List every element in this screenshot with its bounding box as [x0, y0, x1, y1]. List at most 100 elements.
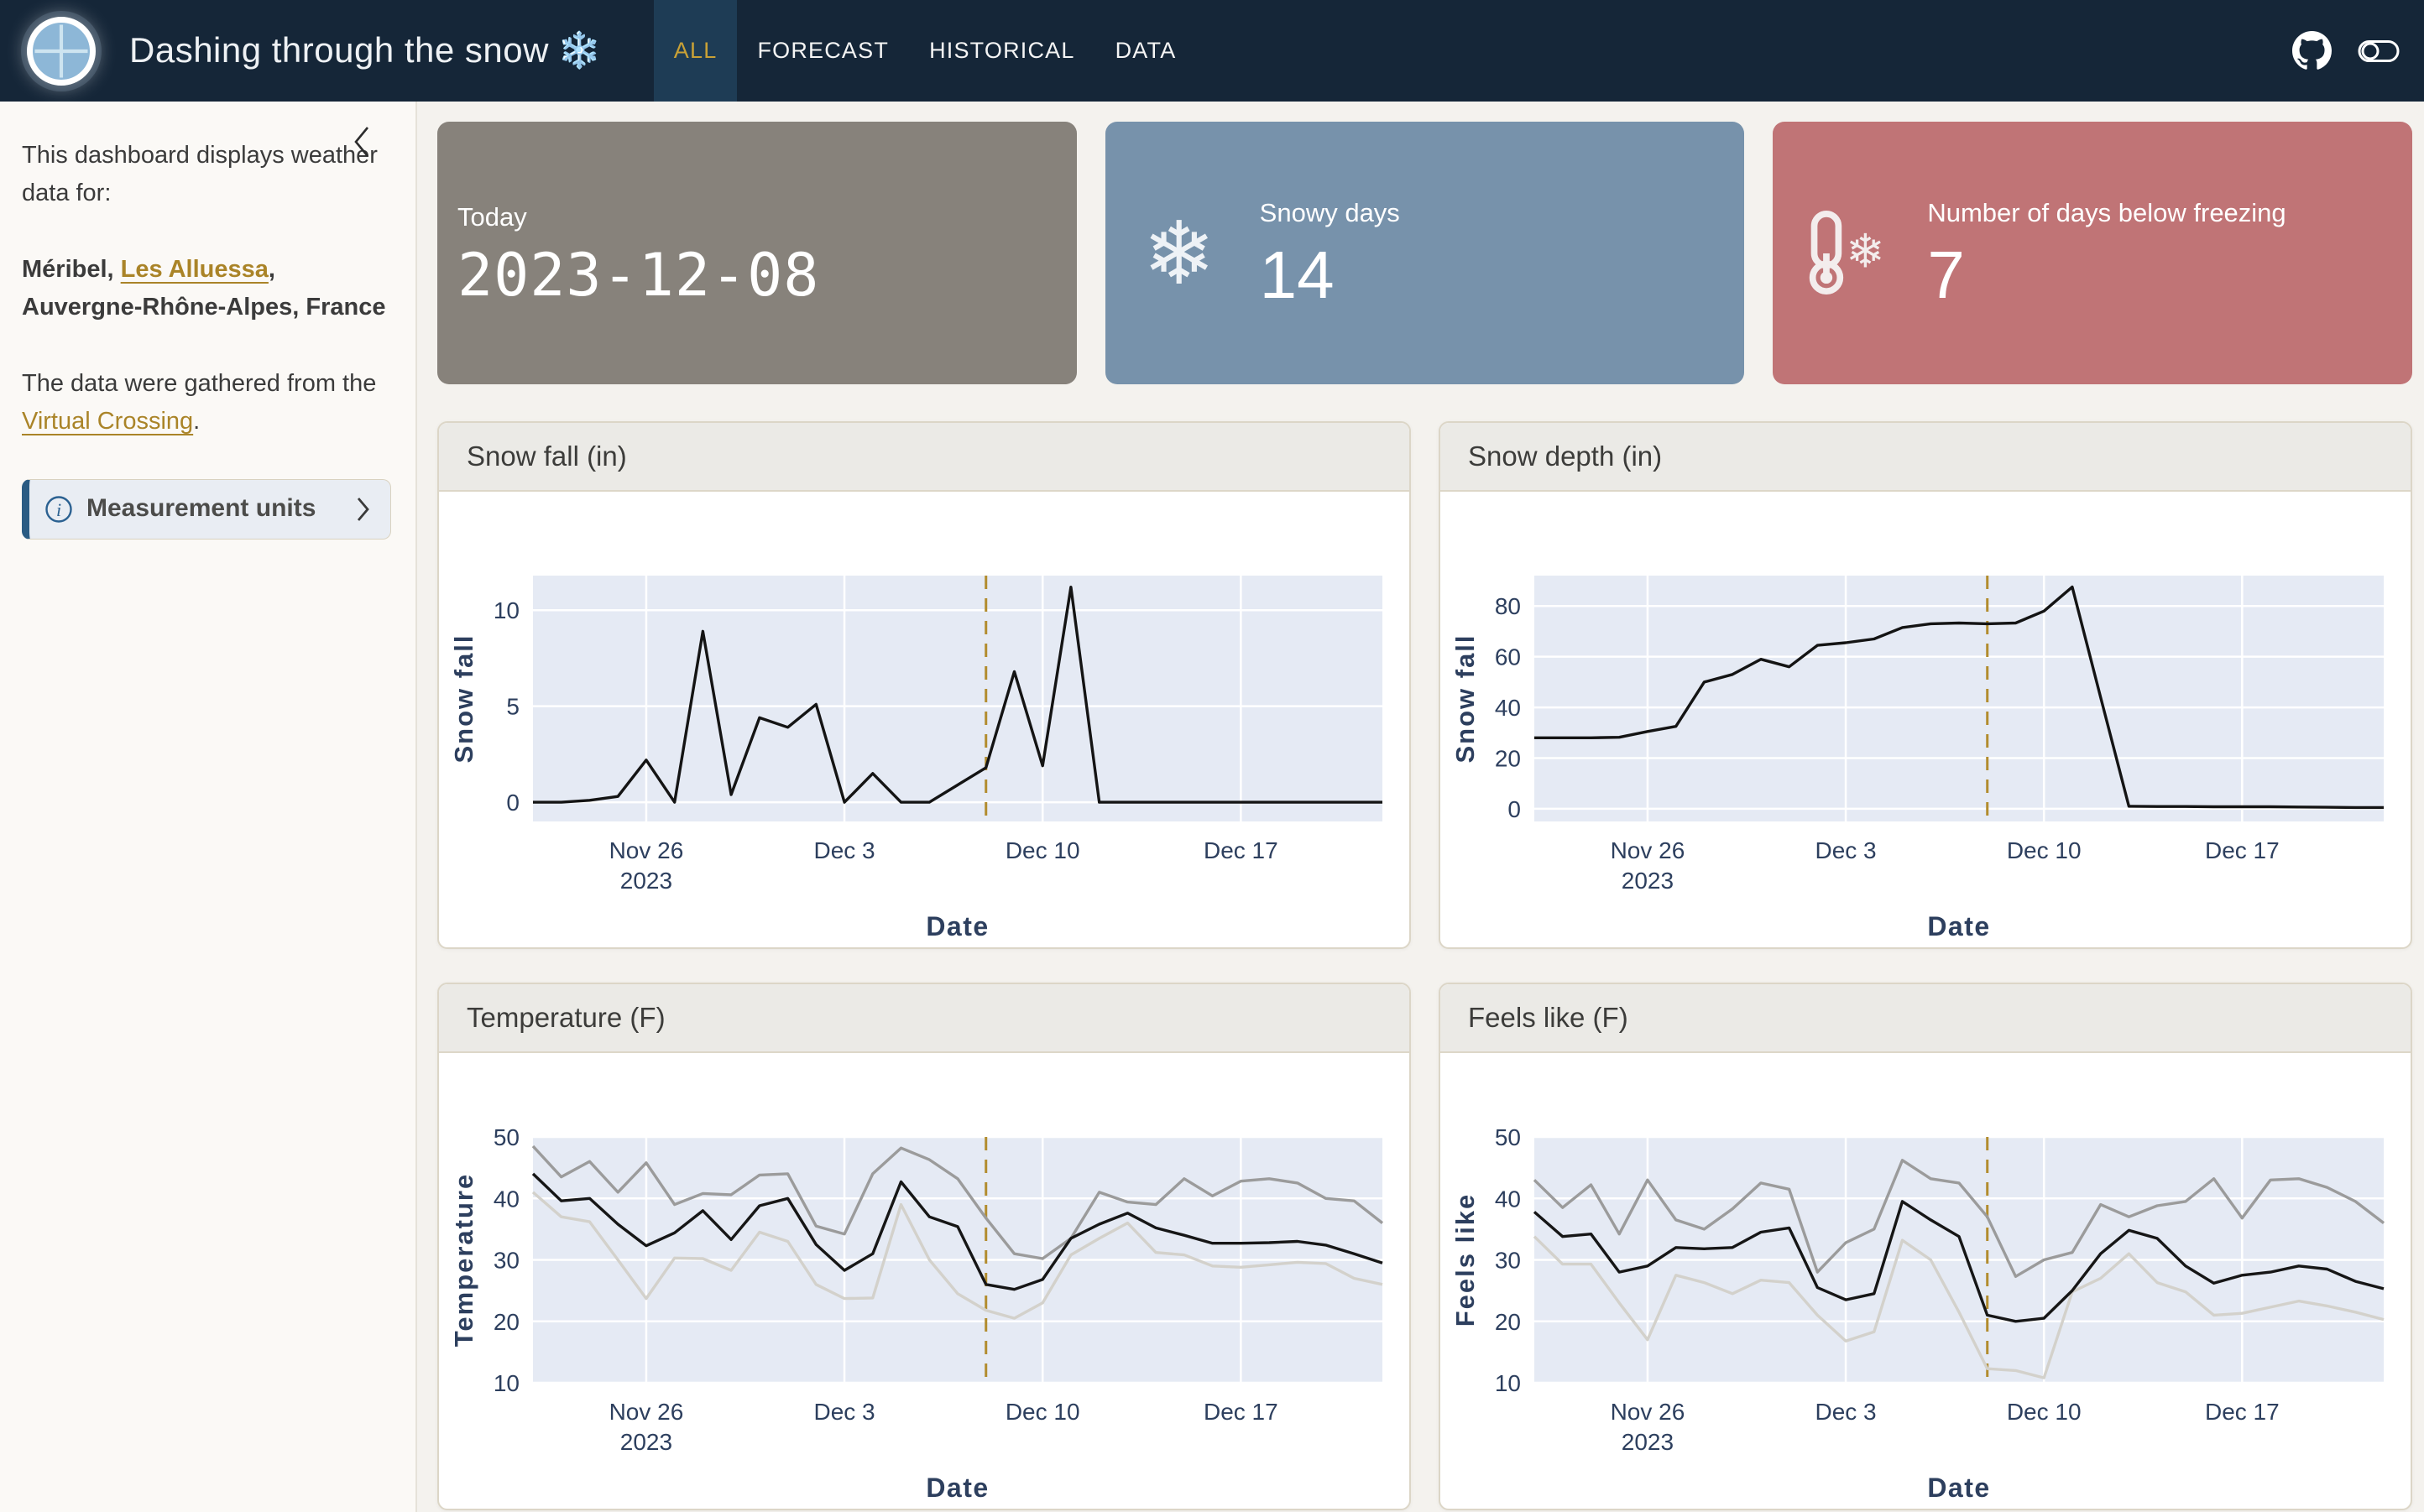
svg-text:40: 40: [1495, 695, 1521, 721]
svg-text:Date: Date: [1927, 911, 1990, 941]
svg-text:Nov 26: Nov 26: [1611, 837, 1685, 863]
svg-text:2023: 2023: [620, 1429, 672, 1455]
svg-text:2023: 2023: [1622, 1429, 1674, 1455]
svg-text:20: 20: [1495, 1309, 1521, 1335]
svg-text:20: 20: [494, 1309, 520, 1335]
svg-text:Dec 17: Dec 17: [1204, 1399, 1278, 1425]
page-body: This dashboard displays weather data for…: [0, 102, 2424, 1512]
nav-tab-all[interactable]: ALL: [653, 0, 738, 102]
svg-text:30: 30: [494, 1248, 520, 1274]
svg-text:Temperature: Temperature: [449, 1173, 478, 1348]
svg-text:Feels like: Feels like: [1450, 1193, 1480, 1327]
svg-text:Dec 3: Dec 3: [813, 837, 875, 863]
thermometer-snowflake-icon: ❄: [1805, 207, 1889, 300]
svg-text:50: 50: [494, 1124, 520, 1150]
svg-text:Dec 10: Dec 10: [2007, 1399, 2082, 1425]
svg-text:Date: Date: [926, 1473, 989, 1503]
chart-title: Temperature (F): [439, 984, 1409, 1053]
svg-text:0: 0: [506, 790, 520, 816]
chart-card-snow-depth: Snow depth (in) 0 20 40 60 80 Nov 26 2023 Dec 3…: [1439, 421, 2412, 949]
snow-depth-chart[interactable]: 0 20 40 60 80 Nov 26 2023 Dec 3 Dec 10 Dec 17 Date…: [1440, 492, 2411, 947]
sidebar-collapse-icon[interactable]: [353, 125, 370, 170]
svg-text:5: 5: [506, 694, 520, 720]
svg-text:Dec 3: Dec 3: [1815, 837, 1876, 863]
stat-label: Number of days below freezing: [1927, 197, 2286, 227]
measurement-units-expander[interactable]: i Measurement units: [22, 478, 391, 540]
stat-card-snowy-days: ❄ Snowy days 14: [1105, 122, 1745, 384]
svg-text:60: 60: [1495, 644, 1521, 670]
chart-card-feels-like: Feels like (F) 10 20 30 40 50 Nov 26 2023 Dec 3…: [1439, 983, 2412, 1510]
temperature-chart[interactable]: 10 20 30 40 50 Nov 26 2023 Dec 3 Dec 10 Dec 17 Dat…: [439, 1053, 1409, 1509]
sidebar-source: The data were gathered from the Virtual …: [22, 365, 390, 441]
main-content: Today 2023-12-08 ❄ Snowy days 14: [417, 102, 2424, 1512]
chevron-right-icon: [356, 496, 370, 523]
svg-text:Nov 26: Nov 26: [609, 1399, 684, 1425]
sidebar: This dashboard displays weather data for…: [0, 102, 417, 1512]
svg-text:40: 40: [1495, 1186, 1521, 1212]
svg-text:Dec 3: Dec 3: [813, 1399, 875, 1425]
stat-value-today: 2023-12-08: [457, 240, 820, 310]
main-nav: ALL FORECAST HISTORICAL DATA: [653, 0, 1197, 102]
chart-title: Snow depth (in): [1440, 423, 2411, 492]
stat-label: Snowy days: [1259, 197, 1400, 227]
svg-text:80: 80: [1495, 593, 1521, 619]
location-link[interactable]: Les Alluessa: [120, 255, 269, 283]
location-prefix: Méribel,: [22, 255, 121, 283]
charts-grid: Snow fall (in) 0 5 10 Nov 26 2023 Dec 3 Dec 10…: [437, 421, 2412, 1510]
app-logo-icon: [27, 16, 96, 86]
snowflake-emoji-icon: ❄️: [556, 30, 602, 70]
snow-fall-chart[interactable]: 0 5 10 Nov 26 2023 Dec 3 Dec 10 Dec 17 Date Snow …: [439, 492, 1409, 947]
svg-text:Nov 26: Nov 26: [609, 837, 684, 863]
stat-cards-row: Today 2023-12-08 ❄ Snowy days 14: [437, 122, 2413, 384]
svg-text:10: 10: [494, 1370, 520, 1396]
svg-text:Date: Date: [926, 911, 989, 941]
stat-card-below-freezing: ❄ Number of days below freezing 7: [1773, 122, 2413, 384]
github-icon[interactable]: [2292, 31, 2332, 70]
chart-title: Feels like (F): [1440, 984, 2411, 1053]
stat-card-today: Today 2023-12-08: [437, 122, 1077, 384]
chart-card-snow-fall: Snow fall (in) 0 5 10 Nov 26 2023 Dec 3 Dec 10…: [437, 421, 1411, 949]
svg-text:Dec 17: Dec 17: [2205, 837, 2280, 863]
theme-toggle-icon[interactable]: [2357, 38, 2400, 65]
svg-text:0: 0: [1507, 796, 1521, 822]
svg-text:Dec 10: Dec 10: [1006, 1399, 1080, 1425]
svg-text:10: 10: [494, 597, 520, 623]
nav-tab-forecast[interactable]: FORECAST: [757, 38, 890, 63]
app-header: Dashing through the snow ❄️ ALL FORECAST …: [0, 0, 2424, 102]
nav-tab-data[interactable]: DATA: [1115, 38, 1177, 63]
svg-text:40: 40: [494, 1186, 520, 1212]
header-actions: [2292, 31, 2424, 70]
svg-text:30: 30: [1495, 1248, 1521, 1274]
svg-text:Snow fall: Snow fall: [1450, 633, 1480, 763]
info-icon: i: [44, 495, 73, 524]
nav-tab-historical[interactable]: HISTORICAL: [929, 38, 1075, 63]
svg-text:20: 20: [1495, 745, 1521, 771]
svg-text:Nov 26: Nov 26: [1611, 1399, 1685, 1425]
sidebar-location: Méribel, Les Alluessa, Auvergne-Rhône-Al…: [22, 251, 390, 326]
svg-text:❄: ❄: [1846, 224, 1885, 279]
measurement-units-label: Measurement units: [86, 494, 316, 523]
app-title: Dashing through the snow ❄️: [129, 30, 602, 71]
chart-card-temperature: Temperature (F) 10 20 30 40 50 Nov 26 2023 Dec …: [437, 983, 1411, 1510]
source-link[interactable]: Virtual Crossing: [22, 407, 194, 435]
svg-text:Dec 17: Dec 17: [1204, 837, 1278, 863]
sidebar-intro: This dashboard displays weather data for…: [22, 142, 378, 206]
chart-title: Snow fall (in): [439, 423, 1409, 492]
feels-like-chart[interactable]: 10 20 30 40 50 Nov 26 2023 Dec 3 Dec 10 Dec 17 Dat…: [1440, 1053, 2411, 1509]
svg-text:i: i: [56, 499, 61, 520]
source-suffix: .: [193, 407, 201, 435]
stat-value-below-freezing: 7: [1927, 237, 1965, 312]
svg-text:2023: 2023: [620, 868, 672, 894]
stat-label: Today: [457, 201, 527, 232]
svg-text:2023: 2023: [1622, 868, 1674, 894]
svg-text:Dec 10: Dec 10: [2007, 837, 2082, 863]
source-prefix: The data were gathered from the: [22, 369, 377, 397]
stat-value-snowy-days: 14: [1259, 237, 1335, 312]
snowflake-icon: ❄: [1142, 201, 1216, 305]
svg-text:Dec 3: Dec 3: [1815, 1399, 1876, 1425]
svg-text:50: 50: [1495, 1124, 1521, 1150]
svg-text:Dec 10: Dec 10: [1006, 837, 1080, 863]
app-title-text: Dashing through the snow: [129, 30, 549, 70]
svg-text:Date: Date: [1927, 1473, 1990, 1503]
svg-text:Snow fall: Snow fall: [449, 633, 478, 763]
